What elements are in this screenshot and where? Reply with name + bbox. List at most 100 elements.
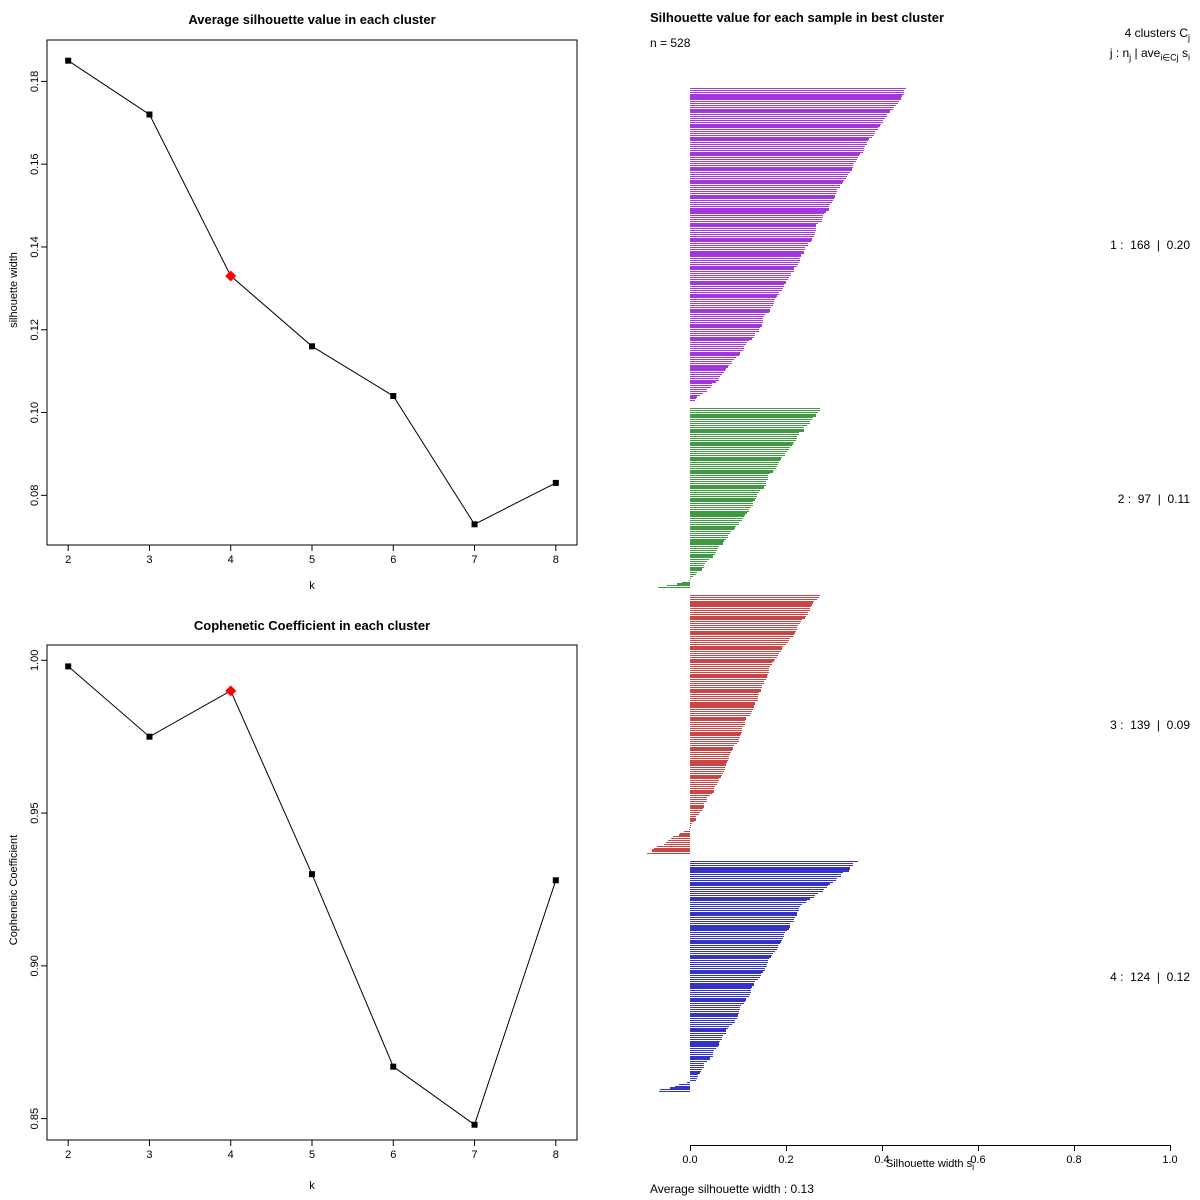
silhouette-bar	[690, 669, 770, 671]
silhouette-bar	[690, 821, 694, 823]
silhouette-bar	[690, 1012, 740, 1014]
silhouette-bar	[690, 641, 789, 643]
silhouette-bar	[690, 1066, 704, 1068]
x-tick-label: 2	[65, 1149, 71, 1161]
silhouette-bar	[690, 950, 775, 952]
data-point	[65, 57, 72, 64]
silhouette-bar	[690, 770, 725, 772]
silhouette-bar	[690, 819, 696, 821]
silhouette-bar	[690, 619, 802, 621]
silhouette-bar	[690, 362, 732, 364]
silhouette-bar	[690, 477, 769, 479]
silhouette-bar	[690, 357, 736, 359]
silhouette-bar	[690, 355, 739, 357]
x-tick	[882, 1145, 883, 1151]
silhouette-bar	[690, 574, 696, 576]
silhouette-bar	[690, 334, 755, 336]
silhouette-bar	[690, 675, 768, 677]
silhouette-bar	[690, 370, 725, 372]
silhouette-bar	[690, 688, 762, 690]
silhouette-bar	[690, 750, 732, 752]
silhouette-bar	[690, 1061, 708, 1063]
silhouette-bar	[690, 875, 842, 878]
silhouette-bar	[690, 454, 785, 456]
silhouette-bar	[690, 88, 907, 90]
silhouette-bar	[690, 1038, 722, 1040]
silhouette-bar	[654, 847, 690, 849]
silhouette-bar	[690, 1049, 714, 1052]
silhouette-bar	[690, 222, 819, 224]
silhouette-bar	[690, 538, 727, 540]
silhouette-bar	[690, 561, 708, 563]
silhouette-bar	[690, 452, 785, 454]
silhouette-bar	[690, 188, 838, 191]
x-tick-label: 0.2	[778, 1154, 794, 1166]
silhouette-bar	[690, 679, 767, 681]
silhouette-bar	[690, 1063, 705, 1065]
silhouette-bar	[690, 1064, 704, 1067]
x-tick-label: 0.6	[970, 1154, 986, 1166]
silhouette-bar	[690, 1035, 723, 1037]
silhouette-bar	[690, 999, 746, 1001]
silhouette-bar	[690, 864, 853, 866]
silhouette-bar	[690, 917, 796, 919]
silhouette-bar	[690, 947, 778, 949]
silhouette-bar	[690, 138, 869, 140]
silhouette-bar	[690, 1040, 720, 1042]
silhouette-bar	[690, 200, 834, 202]
silhouette-bar	[690, 368, 727, 370]
silhouette-bar	[690, 748, 733, 750]
silhouette-bar	[690, 656, 777, 658]
silhouette-bar	[667, 585, 690, 587]
silhouette-bar	[690, 1010, 740, 1012]
silhouette-bar	[690, 686, 762, 688]
silhouette-bar	[690, 117, 885, 120]
silhouette-x-axis	[690, 1145, 1170, 1146]
silhouette-bar	[690, 815, 697, 817]
silhouette-bar	[690, 527, 736, 529]
x-tick	[1170, 1145, 1171, 1151]
formula-text: | ave	[1131, 46, 1161, 60]
silhouette-bar	[690, 892, 818, 894]
silhouette-bar	[690, 861, 858, 863]
silhouette-bar	[690, 783, 718, 786]
silhouette-bar	[690, 377, 720, 379]
silhouette-bar	[690, 263, 798, 265]
silhouette-bar	[690, 497, 756, 499]
silhouette-bar	[690, 342, 748, 344]
silhouette-bar	[690, 97, 902, 99]
average-silhouette-label: Average silhouette width : 0.13	[650, 1182, 814, 1196]
silhouette-bar	[690, 261, 799, 263]
silhouette-bar	[690, 493, 758, 495]
silhouette-bar	[690, 660, 774, 662]
silhouette-bar	[690, 1059, 710, 1061]
silhouette-bar	[690, 366, 728, 368]
silhouette-bar	[690, 278, 789, 280]
silhouette-bar	[690, 960, 768, 962]
silhouette-bar	[690, 626, 798, 628]
silhouette-bar	[690, 568, 703, 570]
silhouette-bar	[690, 789, 715, 791]
silhouette-bar	[690, 228, 817, 230]
silhouette-bar	[690, 359, 734, 361]
silhouette-bar	[690, 915, 797, 917]
silhouette-bar	[690, 540, 724, 542]
cophenetic-ylabel: Cophenetic Coefficient	[8, 834, 20, 946]
silhouette-bar	[690, 512, 747, 514]
silhouette-bar	[690, 772, 724, 774]
silhouette-bar	[690, 102, 899, 105]
silhouette-bar	[690, 905, 801, 908]
silhouette-bar	[690, 325, 762, 327]
silhouette-bar	[690, 99, 901, 101]
silhouette-bar	[690, 889, 825, 891]
silhouette-bar	[690, 986, 753, 988]
silhouette-bar	[690, 159, 858, 161]
silhouette-bar	[690, 1036, 723, 1039]
silhouette-bar	[672, 836, 690, 838]
silhouette-bar	[690, 1021, 736, 1024]
silhouette-bar	[690, 935, 784, 937]
silhouette-bar	[690, 503, 753, 505]
silhouette-bar	[690, 490, 760, 492]
silhouette-bar	[690, 329, 760, 331]
silhouette-bar	[690, 793, 712, 795]
